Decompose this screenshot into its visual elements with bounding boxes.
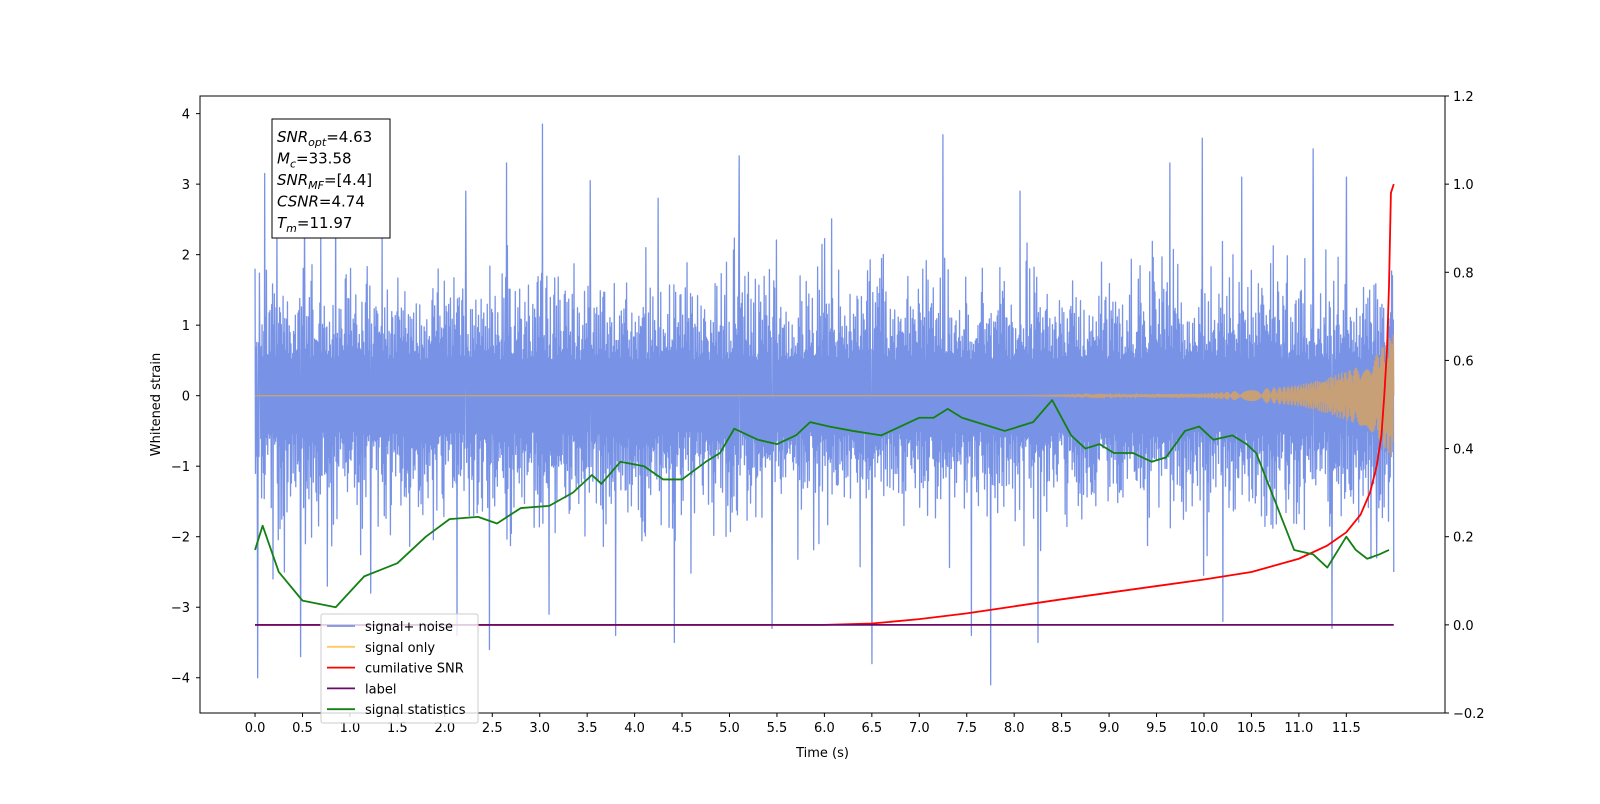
annotation-value: =[4.4] [324, 171, 372, 189]
series-signal-only [255, 334, 1395, 458]
x-tick-label: 8.5 [1051, 721, 1072, 736]
annotation-symbol: SNR [277, 128, 308, 146]
x-tick-label: 0.0 [245, 721, 266, 736]
annotation-symbol: M [277, 150, 290, 168]
y-tick-label: 3 [182, 178, 190, 193]
x-tick-label: 7.5 [956, 721, 977, 736]
x-tick-label: 6.5 [862, 721, 883, 736]
x-tick-label: 5.5 [767, 721, 788, 736]
y2-tick-label: 0.8 [1453, 266, 1474, 281]
y-axis-label: Whitened strain [149, 353, 164, 456]
y-tick-label: 4 [182, 108, 190, 123]
x-tick-label: 10.0 [1189, 721, 1218, 736]
legend: signal+ noise signal only cumilative SNR la… [320, 613, 479, 724]
annotation-line: Tm=11.97 [277, 214, 352, 235]
annotation-subscript: opt [308, 136, 327, 149]
annotation-line: Mc=33.58 [277, 150, 352, 171]
plot-frame [199, 95, 1446, 714]
x-tick-label: 3.0 [529, 721, 550, 736]
y-axis-left: −4 −3 −2 −1 0 1 2 3 4 [171, 108, 200, 687]
series-signal-statistics [254, 399, 1390, 609]
x-tick-label: 9.0 [1099, 721, 1120, 736]
y-tick-label: 1 [182, 319, 190, 334]
x-tick-label: 10.5 [1237, 721, 1266, 736]
legend-frame [320, 613, 479, 724]
x-tick-label: 11.5 [1332, 721, 1361, 736]
y2-tick-label: −0.2 [1453, 707, 1485, 722]
x-tick-label: 9.5 [1146, 721, 1167, 736]
x-tick-label: 8.0 [1004, 721, 1025, 736]
annotation-line: SNRopt=4.63 [277, 128, 372, 149]
annotation-box-frame [271, 118, 391, 239]
x-tick-label: 7.0 [909, 721, 930, 736]
annotation-symbol: SNR [277, 171, 308, 189]
annotation-value: =4.63 [326, 128, 372, 146]
x-tick-label: 2.5 [482, 721, 503, 736]
annotation-subscript: m [286, 222, 297, 235]
y-tick-label: 0 [182, 390, 190, 405]
y2-tick-label: 0.4 [1453, 443, 1474, 458]
x-axis: 0.0 0.5 1.0 1.5 2.0 2.5 3.0 3.5 4.0 4.5 5.0 5.5 6.0 6… [245, 713, 1361, 736]
x-tick-label: 4.5 [672, 721, 693, 736]
x-tick-label: 1.5 [387, 721, 408, 736]
legend-label: cumilative SNR [365, 662, 464, 677]
y2-tick-label: 1.2 [1453, 90, 1474, 105]
x-tick-label: 3.5 [577, 721, 598, 736]
y-tick-label: −2 [171, 531, 190, 546]
legend-label: signal only [365, 641, 435, 656]
x-tick-label: 4.0 [624, 721, 645, 736]
x-tick-label: 6.0 [814, 721, 835, 736]
y-tick-label: −3 [171, 601, 190, 616]
annotation-symbol: CSNR [277, 193, 319, 211]
annotation-value: =4.74 [319, 193, 365, 211]
annotation-value: =11.97 [297, 214, 353, 232]
x-tick-label: 5.0 [719, 721, 740, 736]
legend-label: signal statistics [365, 703, 466, 718]
annotation-value: =33.58 [296, 150, 352, 168]
x-tick-label: 0.5 [292, 721, 313, 736]
y-tick-label: −1 [171, 460, 190, 475]
x-tick-label: 11.0 [1284, 721, 1313, 736]
annotation-subscript: c [290, 158, 296, 171]
annotation-line: SNRMF=[4.4] [277, 171, 372, 192]
annotation-line: CSNR=4.74 [277, 193, 365, 211]
annotation-symbol: T [277, 214, 288, 232]
y2-tick-label: 0.0 [1453, 619, 1474, 634]
legend-label: signal+ noise [365, 620, 453, 635]
annotation-subscript: MF [308, 179, 324, 192]
legend-label: label [365, 682, 396, 697]
y-tick-label: 2 [182, 249, 190, 264]
y2-tick-label: 0.2 [1453, 531, 1474, 546]
annotation-box: SNRopt=4.63Mc=33.58SNRMF=[4.4]CSNR=4.74T… [271, 118, 391, 239]
y2-tick-label: 0.6 [1453, 354, 1474, 369]
series-layer [254, 123, 1395, 686]
y-tick-label: −4 [171, 672, 190, 687]
x-tick-label: 1.0 [340, 721, 361, 736]
y2-tick-label: 1.0 [1453, 178, 1474, 193]
x-tick-label: 2.0 [434, 721, 455, 736]
series-cumulative-snr [255, 183, 1395, 626]
series-signal-noise [254, 123, 1395, 686]
x-axis-label: Time (s) [795, 746, 849, 761]
y-axis-right: −0.2 0.0 0.2 0.4 0.6 0.8 1.0 1.2 [1445, 90, 1485, 722]
